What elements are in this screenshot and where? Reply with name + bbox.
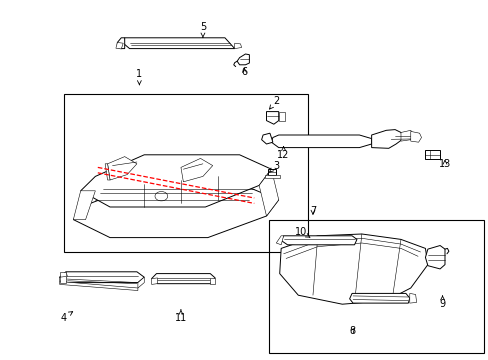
Text: 10: 10	[294, 227, 309, 237]
Bar	[268, 220, 483, 353]
Text: 8: 8	[348, 326, 354, 336]
Polygon shape	[151, 274, 215, 284]
Polygon shape	[60, 272, 144, 283]
Polygon shape	[425, 246, 444, 269]
Text: 13: 13	[438, 159, 450, 169]
Text: 7: 7	[309, 206, 315, 216]
Text: 4: 4	[61, 312, 73, 323]
Polygon shape	[425, 150, 439, 159]
Polygon shape	[60, 272, 67, 282]
Polygon shape	[276, 236, 283, 245]
Polygon shape	[281, 236, 356, 245]
Polygon shape	[210, 278, 215, 284]
Text: 9: 9	[439, 296, 445, 309]
Polygon shape	[266, 112, 278, 124]
Polygon shape	[271, 135, 371, 148]
Polygon shape	[116, 42, 123, 49]
Polygon shape	[237, 54, 249, 65]
Polygon shape	[261, 133, 272, 144]
Polygon shape	[81, 155, 271, 207]
Polygon shape	[349, 293, 409, 303]
Polygon shape	[73, 191, 95, 220]
Polygon shape	[117, 38, 124, 49]
Polygon shape	[279, 234, 427, 304]
Polygon shape	[410, 131, 421, 142]
Polygon shape	[259, 169, 278, 216]
Text: 11: 11	[174, 310, 187, 323]
Polygon shape	[73, 184, 278, 238]
Text: 3: 3	[269, 161, 279, 172]
Text: 12: 12	[277, 147, 289, 160]
Text: 6: 6	[241, 67, 247, 77]
Bar	[63, 94, 307, 252]
Polygon shape	[107, 157, 137, 180]
Text: 5: 5	[200, 22, 205, 37]
Polygon shape	[138, 277, 144, 288]
Text: 2: 2	[269, 96, 279, 109]
Polygon shape	[371, 130, 403, 148]
Polygon shape	[278, 112, 284, 121]
Polygon shape	[264, 175, 279, 178]
Polygon shape	[267, 169, 276, 175]
Polygon shape	[60, 272, 66, 283]
Polygon shape	[181, 158, 212, 182]
Polygon shape	[151, 278, 157, 284]
Polygon shape	[105, 164, 110, 180]
Polygon shape	[234, 43, 241, 49]
Polygon shape	[400, 130, 412, 141]
Polygon shape	[409, 293, 416, 303]
Polygon shape	[123, 38, 234, 49]
Text: 1: 1	[136, 69, 142, 85]
Polygon shape	[60, 282, 138, 291]
